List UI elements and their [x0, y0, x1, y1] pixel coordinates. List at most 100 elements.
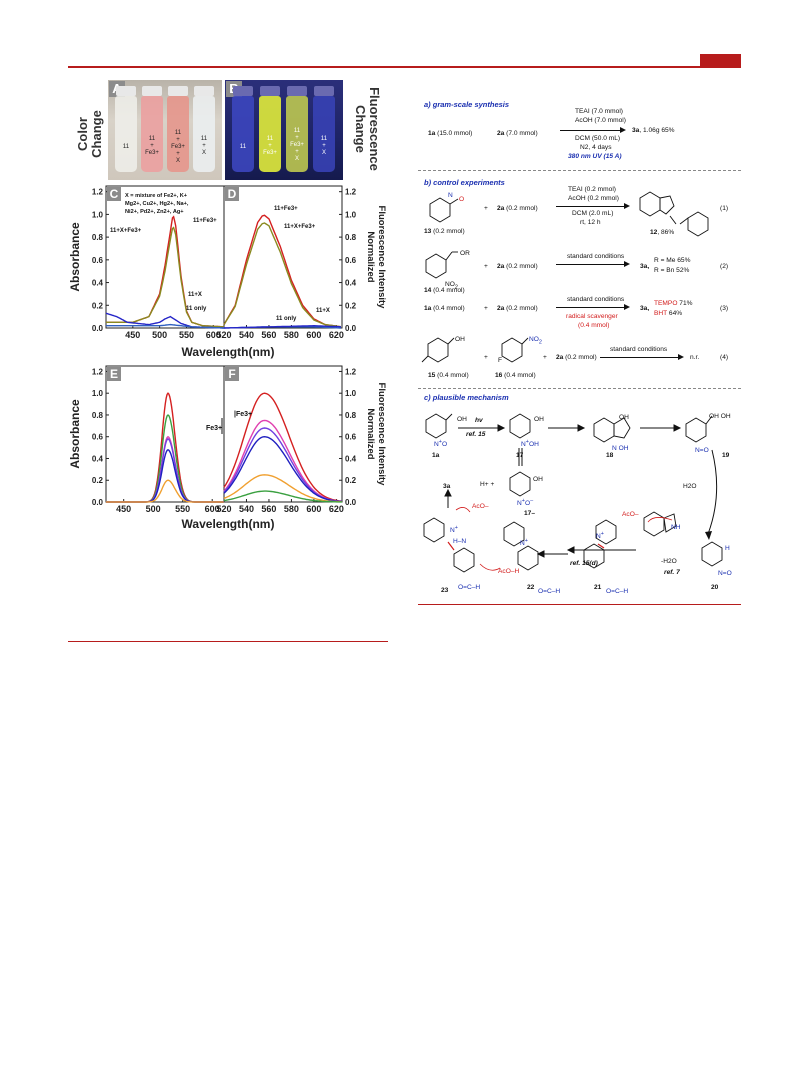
- vial-label: 11 + X: [312, 136, 336, 157]
- y-tick-label: 0.2: [92, 301, 104, 310]
- oh-group: OH: [457, 416, 467, 423]
- yield-me: R = Me 65%: [654, 257, 691, 264]
- section-title-gram-scale: a) gram-scale synthesis: [424, 100, 510, 109]
- vial-cap: [287, 86, 307, 96]
- vial-label-line: 11: [320, 136, 328, 142]
- nitro-group: NO2: [445, 281, 458, 291]
- vial-label: 11 + Fe3+: [140, 136, 164, 157]
- panel-letter-e-bg: [107, 367, 121, 381]
- aldehyde-group: O=C–H: [606, 588, 629, 595]
- y-axis-label-absorbance: Absorbance: [68, 222, 82, 292]
- dehydration-label: -H2O: [661, 558, 677, 565]
- x-tick-label: 580: [284, 330, 299, 340]
- titration-curve: [223, 490, 342, 503]
- oh-group: OH: [534, 416, 544, 423]
- compound-12: 12, 86%: [650, 229, 675, 236]
- y-tick-label: 0.6: [92, 256, 104, 265]
- compound-16: 16 (0.4 mmol): [495, 372, 536, 379]
- y-tick-label: 0.0: [92, 324, 104, 333]
- condition-line: AcOH (7.0 mmol): [575, 117, 626, 124]
- label-11-fe: 11+Fe3+: [193, 218, 217, 224]
- reference-label: ref. 15(d): [570, 560, 598, 567]
- vial-label: 11: [114, 144, 138, 151]
- section-title-control: b) control experiments: [424, 178, 505, 187]
- panel-letter-e: E: [110, 367, 118, 381]
- titration-curve: [223, 392, 343, 502]
- y-tick-label: 0.6: [345, 433, 357, 442]
- label-11-x: 11+X: [188, 292, 202, 298]
- nitroso-atom: N: [448, 192, 453, 199]
- reagent-2a: 2a (0.2 mmol): [497, 205, 538, 212]
- reaction-arrow: [556, 264, 626, 265]
- oh-group: OH: [455, 336, 465, 343]
- reaction-arrowhead: [624, 261, 630, 267]
- x-mixture-note: Ni2+, Pd2+, Zn2+, Ag+: [125, 209, 184, 215]
- y-tick-label: 0.0: [345, 498, 357, 507]
- vial-11: [115, 96, 137, 172]
- label-11-fe: 11+Fe3+: [274, 206, 298, 212]
- vial-cap: [233, 86, 253, 96]
- vial-label-line: Fe3+: [290, 142, 304, 148]
- aldehyde-group: O=C–H: [538, 588, 561, 595]
- label-11-x-fe: 11+X+Fe3+: [284, 224, 316, 230]
- x-tick-label: 560: [261, 504, 276, 514]
- panel-letter-d: D: [228, 187, 237, 201]
- y-axis-label-fluorescence: Fluorescence Intensity: [376, 383, 387, 487]
- y-tick-label: 1.0: [92, 389, 104, 398]
- x-tick-label: 540: [239, 330, 254, 340]
- absorbance-fluorescence-chart-cd: 450 500 550 600 0.0 0.2 0.4 0.6 0.8 1.0 1.2 520 540 5…: [68, 185, 387, 359]
- condition-line: N2, 4 days: [580, 144, 612, 151]
- oh-group: OH: [619, 414, 629, 421]
- vial-11-fe-x-uv: [286, 96, 308, 172]
- acetate-label: AcO–: [622, 511, 639, 518]
- panel-letter-c: C: [110, 187, 119, 201]
- header-tab: [700, 54, 741, 66]
- y-tick-label: 1.0: [345, 210, 357, 219]
- product-3a: 3a,: [640, 263, 650, 270]
- vial-label-line: +: [202, 143, 206, 149]
- vial-label-line: +: [322, 143, 326, 149]
- reaction-arrowhead: [624, 203, 630, 209]
- titration-curve: [223, 419, 343, 503]
- indolium-n: N+: [596, 531, 604, 541]
- vial-label: 11 + Fe3+: [258, 136, 282, 157]
- y-tick-label: 0.8: [345, 233, 357, 242]
- figure-bottom-rule: [68, 641, 388, 642]
- vial-11-x: [193, 96, 215, 172]
- x-tick-label: 560: [261, 330, 276, 340]
- vial-label-line: Fe3+: [171, 144, 185, 150]
- label-11-x-fe: 11+X+Fe3+: [110, 228, 142, 234]
- proton-plus: H+ +: [480, 481, 495, 488]
- yield-bn: R = Bn 52%: [654, 267, 690, 274]
- vial-label: 11: [231, 144, 255, 151]
- nitroso-group: N=O: [718, 570, 732, 577]
- x-mixture-note: Mg2+, Cu2+, Hg2+, Na+,: [125, 201, 189, 207]
- vial-label-line: +: [176, 151, 180, 157]
- yield-bht: BHT 64%: [654, 310, 683, 317]
- vial-label-line: Fe3+: [263, 150, 277, 156]
- condition-line-scavenger: (0.4 mmol): [578, 322, 610, 329]
- condition-line-uv: 380 nm UV (15 A): [568, 153, 622, 160]
- vial-label-line: 11: [174, 130, 182, 136]
- x-tick-label: 620: [329, 504, 344, 514]
- condition-line: standard conditions: [567, 296, 625, 303]
- x-tick-label: 520: [216, 504, 231, 514]
- reaction-arrow: [556, 307, 626, 308]
- compound-17-anion: 17–: [524, 510, 536, 517]
- label-11-x: 11+X: [316, 308, 330, 314]
- y-tick-label: 0.4: [92, 279, 104, 288]
- fluorescence-change-label: Fluorescence Change: [353, 87, 382, 171]
- n-oh-group: N OH: [612, 445, 629, 452]
- vial-label-line: +: [295, 149, 299, 155]
- x-tick-label: 450: [116, 504, 131, 514]
- x-tick-label: 550: [175, 504, 190, 514]
- reagent-2a: 2a (0.2 mmol): [497, 305, 538, 312]
- compound-13: 13 (0.2 mmol): [424, 228, 465, 235]
- compound-22: 22: [527, 584, 535, 591]
- vial-label-line: X: [201, 150, 206, 156]
- y-tick-label: 1.2: [345, 367, 357, 376]
- y-tick-label: 1.2: [345, 188, 357, 197]
- x-tick-label: 500: [152, 330, 167, 340]
- vial-11-fe-x: [167, 96, 189, 172]
- plus-sign: +: [484, 263, 488, 270]
